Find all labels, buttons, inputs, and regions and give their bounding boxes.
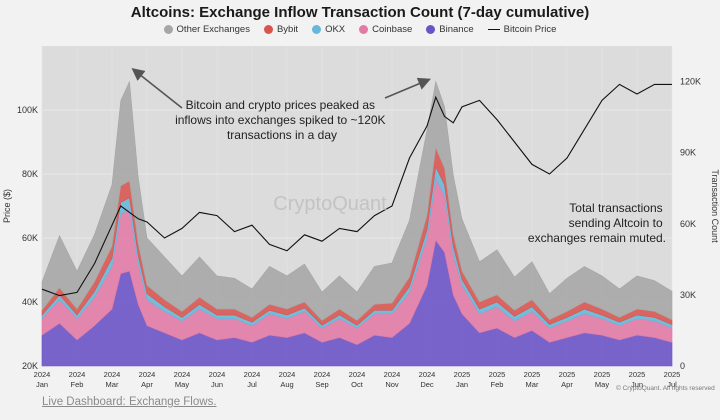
x-tick-year: 2024 (349, 370, 366, 379)
x-tick-year: 2025 (629, 370, 646, 379)
legend-item-other[interactable]: Other Exchanges (163, 24, 250, 35)
annotation-peak-line-2: inflows into exchanges spiked to ~120K (175, 113, 385, 127)
x-tick-month: Jul (667, 380, 677, 389)
legend-label: Other Exchanges (176, 24, 250, 35)
legend-item-bitcoin-price[interactable]: Bitcoin Price (487, 24, 557, 35)
x-tick-year: 2024 (279, 370, 296, 379)
y-tick-left: 80K (22, 169, 38, 179)
legend-line-swatch (487, 29, 500, 30)
x-tick-month: Jun (631, 380, 643, 389)
legend-item-okx[interactable]: OKX (312, 24, 345, 35)
y-tick-right: 0 (680, 361, 685, 371)
x-tick-month: Sep (315, 380, 328, 389)
x-tick-year: 2025 (664, 370, 681, 379)
x-tick-month: Mar (106, 380, 119, 389)
x-tick-month: May (175, 380, 189, 389)
x-tick-month: Oct (351, 380, 364, 389)
x-tick-year: 2024 (174, 370, 191, 379)
y-tick-left: 60K (22, 233, 38, 243)
x-tick-year: 2024 (209, 370, 226, 379)
x-tick-year: 2024 (244, 370, 261, 379)
x-tick-month: Dec (420, 380, 434, 389)
y-tick-left: 20K (22, 361, 38, 371)
x-tick-year: 2024 (69, 370, 86, 379)
legend-swatch (426, 25, 436, 34)
annotation-arrow-left (131, 68, 183, 109)
copyright-text: © CryptoQuant. All rights reserved (616, 385, 715, 392)
x-tick-year: 2025 (454, 370, 471, 379)
legend-label: Binance (439, 24, 474, 35)
price-line-group (41, 83, 672, 297)
annotation-peak: Bitcoin and crypto prices peaked as infl… (175, 98, 389, 142)
legend-swatch (312, 25, 322, 34)
area-other-exchanges (41, 80, 673, 321)
y-tick-right: 90K (680, 148, 696, 158)
x-tick-year: 2025 (489, 370, 506, 379)
legend-label: Coinbase (372, 24, 413, 35)
bitcoin-price-line (41, 83, 672, 297)
x-tick-year: 2024 (139, 370, 156, 379)
axes: 20K40K60K80K100K030K60K90K120K2024Jan202… (2, 77, 720, 389)
x-tick-year: 2024 (34, 370, 51, 379)
legend-swatch (359, 25, 369, 34)
chart-legend: Other Exchanges Bybit OKX Coinbase Binan… (0, 24, 720, 35)
legend-label: OKX (325, 24, 346, 35)
annotation-muted-line-2: sending Altcoin to (569, 216, 663, 230)
live-dashboard-link[interactable]: Live Dashboard: Exchange Flows. (42, 396, 217, 408)
y-tick-left: 100K (17, 105, 38, 115)
x-tick-month: Jan (36, 380, 48, 389)
watermark: CryptoQuant (273, 193, 387, 215)
x-tick-month: Jan (456, 380, 468, 389)
y-tick-right: 120K (680, 77, 701, 87)
y-tick-right: 60K (680, 219, 696, 229)
legend-item-coinbase[interactable]: Coinbase (359, 24, 412, 35)
legend-label: Bybit (276, 24, 299, 35)
x-tick-month: Apr (561, 380, 573, 389)
annotation-peak-line-1: Bitcoin and crypto prices peaked as (186, 98, 375, 112)
annotation-muted-line-1: Total transactions (569, 201, 662, 215)
y-axis-label-left: Price ($) (2, 189, 12, 223)
legend-swatch (263, 25, 273, 34)
x-tick-month: Aug (280, 380, 293, 389)
legend-item-binance[interactable]: Binance (426, 24, 474, 35)
annotation-peak-line-3: transactions in a day (227, 128, 337, 142)
legend-item-bybit[interactable]: Bybit (263, 24, 299, 35)
annotation-muted-line-3: exchanges remain muted. (528, 231, 666, 245)
x-tick-month: Jun (211, 380, 223, 389)
x-tick-year: 2025 (524, 370, 541, 379)
x-tick-year: 2025 (559, 370, 576, 379)
x-tick-year: 2024 (104, 370, 121, 379)
x-tick-year: 2024 (314, 370, 331, 379)
x-tick-month: Jul (247, 380, 257, 389)
x-tick-year: 2024 (419, 370, 436, 379)
x-tick-month: Mar (526, 380, 539, 389)
x-tick-month: Apr (141, 380, 153, 389)
y-tick-left: 40K (22, 297, 38, 307)
x-tick-year: 2024 (384, 370, 401, 379)
annotation-arrow-right (384, 77, 431, 99)
y-tick-right: 30K (680, 290, 696, 300)
legend-label: Bitcoin Price (503, 24, 557, 35)
x-tick-year: 2025 (594, 370, 611, 379)
chart-title: Altcoins: Exchange Inflow Transaction Co… (130, 4, 590, 21)
x-tick-month: May (595, 380, 609, 389)
stacked-areas (41, 80, 673, 367)
legend-swatch (163, 25, 173, 34)
x-tick-month: Feb (71, 380, 84, 389)
annotation-muted: Total transactions sending Altcoin to ex… (528, 201, 666, 245)
x-tick-month: Nov (385, 380, 399, 389)
x-tick-month: Feb (491, 380, 504, 389)
y-axis-label-right: Transaction Count (710, 169, 720, 243)
